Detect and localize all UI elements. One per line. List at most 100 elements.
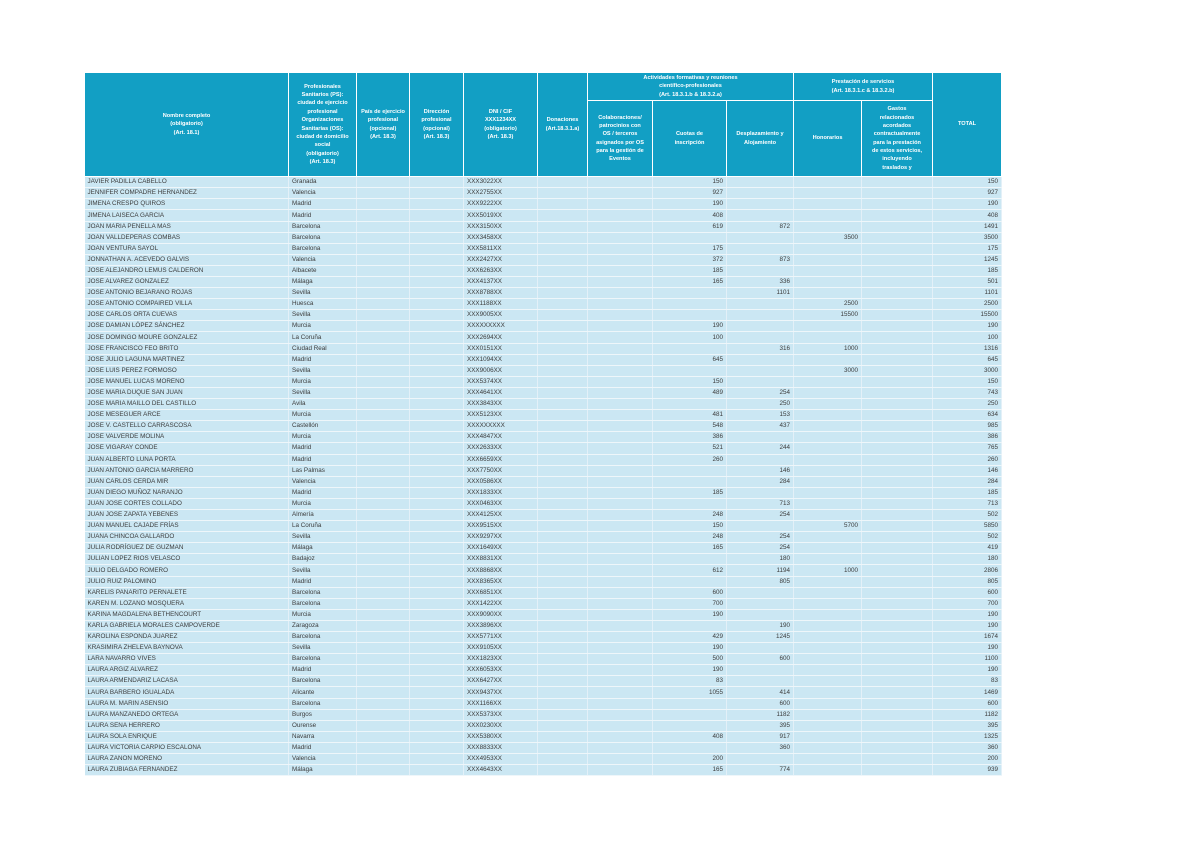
cell-donaciones (537, 442, 588, 455)
cell-nombre: JULIO DELGADO ROMERO (84, 564, 289, 577)
cell-cuotas: 372 (652, 254, 727, 266)
cell-donaciones (537, 553, 588, 566)
cell-honorarios (793, 498, 863, 510)
cell-pais (356, 232, 410, 244)
table-row: JOSE ANTONIO BEJARANO ROJAS Sevilla XXX878… (84, 287, 1003, 300)
table-row: JULIO DELGADO ROMERO Sevilla XXX8868XX 612 1… (84, 564, 1003, 577)
cell-donaciones (537, 686, 588, 699)
cell-gastos (861, 365, 934, 377)
cell-desplazamiento (726, 243, 795, 255)
cell-pais (356, 442, 410, 455)
cell-pais (356, 331, 410, 344)
cell-total: 5850 (932, 520, 1003, 533)
cell-gastos (861, 331, 934, 344)
cell-ciudad: Murcia (288, 431, 357, 444)
cell-desplazamiento: 805 (726, 576, 795, 588)
cell-colaboraciones (587, 598, 653, 610)
cell-colaboraciones (587, 686, 653, 699)
cell-donaciones (537, 232, 588, 244)
cell-nombre: JOSE JULIO LAGUNA MARTINEZ (84, 354, 289, 366)
cell-direccion (409, 664, 464, 677)
table-row: KAROLINA ESPONDA JUAREZ Barcelona XXX5771X… (84, 631, 1003, 644)
cell-total: 185 (932, 265, 1003, 278)
cell-donaciones (537, 664, 588, 677)
cell-pais (356, 753, 410, 766)
table-row: JOSE DOMINGO MOURE GONZALEZ La Coruña XXX2… (84, 331, 1003, 344)
col-header-total: TOTAL (932, 71, 1003, 178)
cell-dni: XXX3150XX (463, 221, 538, 233)
cell-cuotas: 190 (652, 198, 727, 211)
cell-total: 502 (932, 509, 1003, 522)
table-row: JUANA CHINCOA GALLARDO Sevilla XXX9297XX 24… (84, 531, 1003, 544)
cell-honorarios (793, 742, 863, 755)
cell-dni: XXXXXXXXX (463, 420, 538, 433)
cell-desplazamiento: 600 (726, 698, 795, 710)
cell-colaboraciones (587, 365, 653, 377)
cell-direccion (409, 331, 464, 344)
cell-ciudad: Barcelona (288, 598, 357, 610)
cell-pais (356, 509, 410, 522)
cell-ciudad: Murcia (288, 320, 357, 333)
cell-ciudad: Ourense (288, 720, 357, 732)
cell-gastos (861, 487, 934, 499)
table-row: JOSE JULIO LAGUNA MARTINEZ Madrid XXX1094X… (84, 354, 1003, 366)
cell-nombre: KAREN M. LOZANO MOSQUERA (84, 598, 289, 610)
cell-desplazamiento (726, 187, 795, 200)
cell-gastos (861, 254, 934, 266)
col-header-ps-os: Profesionales Sanitarios (PS): ciudad de… (288, 71, 357, 178)
cell-cuotas: 489 (652, 387, 727, 400)
cell-desplazamiento (726, 320, 795, 333)
cell-colaboraciones (587, 576, 653, 588)
cell-honorarios (793, 698, 863, 710)
table-row: KARELIS PANARITO PERNALETE Barcelona XXX68… (84, 587, 1003, 599)
cell-pais (356, 731, 410, 743)
cell-nombre: LAURA MANZANEDO ORTEGA (84, 709, 289, 721)
cell-direccion (409, 298, 464, 311)
cell-total: 150 (932, 376, 1003, 388)
cell-honorarios (793, 509, 863, 522)
cell-gastos (861, 320, 934, 333)
cell-honorarios (793, 709, 863, 721)
cell-honorarios: 3000 (793, 365, 863, 377)
cell-dni: XXX0230XX (463, 720, 538, 732)
cell-donaciones (537, 343, 588, 355)
cell-pais (356, 387, 410, 400)
cell-nombre: JUAN ANTONIO GARCIA MARRERO (84, 465, 289, 477)
col-header-pais: País de ejercicio profesional (opcional)… (356, 71, 410, 178)
cell-pais (356, 542, 410, 555)
cell-gastos (861, 653, 934, 666)
cell-donaciones (537, 675, 588, 688)
table-row: JUAN DIEGO MUÑOZ NARANJO Madrid XXX1833XX 1… (84, 487, 1003, 499)
cell-colaboraciones (587, 531, 653, 544)
cell-desplazamiento: 437 (726, 420, 795, 433)
table-row: JOSE MARIA MAILLO DEL CASTILLO Avila XXX38… (84, 398, 1003, 411)
cell-pais (356, 487, 410, 499)
cell-dni: XXX8831XX (463, 553, 538, 566)
cell-total: 419 (932, 542, 1003, 555)
cell-gastos (861, 520, 934, 533)
cell-honorarios (793, 387, 863, 400)
cell-honorarios (793, 209, 863, 222)
cell-pais (356, 531, 410, 544)
cell-donaciones (537, 265, 588, 278)
table-row: JUAN MANUEL CAJADE FRÍAS La Coruña XXX9515… (84, 520, 1003, 533)
cell-ciudad: Burgos (288, 709, 357, 721)
cell-desplazamiento (726, 209, 795, 222)
table-row: JUAN ALBERTO LUNA PORTA Madrid XXX6659XX 26… (84, 454, 1003, 466)
cell-donaciones (537, 542, 588, 555)
cell-ciudad: Madrid (288, 487, 357, 499)
cell-dni: XXX9006XX (463, 365, 538, 377)
cell-cuotas: 1055 (652, 686, 727, 699)
cell-nombre: KRASIMIRA ZHELEVA BAYNOVA (84, 642, 289, 655)
cell-donaciones (537, 431, 588, 444)
cell-colaboraciones (587, 564, 653, 577)
cell-honorarios (793, 731, 863, 743)
cell-ciudad: La Coruña (288, 520, 357, 533)
cell-cuotas: 150 (652, 376, 727, 388)
table-row: JOSE ALVAREZ GONZALEZ Málaga XXX4137XX 165 3… (84, 276, 1003, 289)
table-row: JOSE V. CASTELLO CARRASCOSA Castellón XXXX… (84, 420, 1003, 433)
cell-gastos (861, 409, 934, 422)
cell-direccion (409, 442, 464, 455)
cell-gastos (861, 287, 934, 300)
cell-honorarios (793, 487, 863, 499)
